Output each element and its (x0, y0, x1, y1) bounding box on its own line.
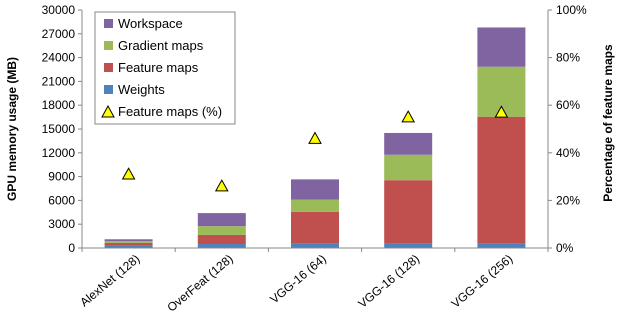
y2-tick-label-1: 20% (556, 193, 580, 207)
bar-workspace-1 (197, 213, 246, 227)
feature-maps-pct-marker-1 (214, 179, 229, 192)
y2-tick-label-5: 100% (556, 3, 587, 17)
legend-label-3: Weights (118, 82, 165, 97)
markers-layer (121, 105, 509, 192)
feature-maps-pct-marker-4 (494, 105, 509, 118)
bar-gradient-maps-2 (291, 199, 339, 212)
bar-weights-2 (291, 243, 339, 248)
bar-workspace-2 (291, 179, 339, 200)
legend-swatch-4 (101, 104, 115, 118)
x-tick-label-2: VGG-16 (64) (267, 252, 329, 307)
y2-tick-label-0: 0% (556, 241, 574, 255)
legend-label-2: Feature maps (118, 60, 199, 75)
bar-workspace-3 (384, 132, 433, 155)
bar-feature-maps-1 (197, 234, 246, 245)
y-tick-label-0: 0 (68, 241, 75, 255)
y-tick-label-9: 27000 (42, 27, 76, 41)
legend-label-1: Gradient maps (118, 38, 204, 53)
y2-tick-label-4: 80% (556, 51, 580, 65)
y-tick-label-2: 6000 (48, 193, 75, 207)
bar-feature-maps-0 (104, 242, 153, 246)
y-tick-label-1: 3000 (48, 217, 75, 231)
legend: Workspace Gradient maps Feature maps Weight… (94, 11, 236, 125)
y-tick-label-4: 12000 (42, 146, 76, 160)
y2-tick-label-2: 40% (556, 146, 580, 160)
bar-weights-3 (384, 243, 433, 248)
x-tick-label-4: VGG-16 (256) (449, 252, 516, 311)
bar-workspace-0 (104, 239, 153, 242)
bar-workspace-4 (477, 27, 526, 67)
bar-weights-1 (197, 244, 246, 248)
x-tick-label-3: VGG-16 (128) (355, 252, 422, 311)
bar-feature-maps-2 (291, 211, 339, 244)
bar-feature-maps-3 (384, 180, 433, 244)
y-tick-label-6: 18000 (42, 98, 76, 112)
legend-label-0: Workspace (118, 16, 183, 31)
feature-maps-pct-marker-3 (401, 110, 416, 123)
y-tick-label-8: 24000 (42, 51, 76, 65)
y-tick-label-3: 9000 (48, 170, 75, 184)
x-tick-label-0: AlexNet (128) (77, 252, 142, 310)
legend-swatch-1 (104, 41, 113, 50)
bar-gradient-maps-0 (104, 241, 153, 243)
x-tick-label-1: OverFeat (128) (164, 252, 235, 315)
bars-layer (104, 27, 526, 248)
feature-maps-pct-marker-0 (121, 167, 136, 180)
legend-swatch-0 (104, 19, 113, 28)
y-axis-title: GPU memory usage (MB) (5, 57, 19, 201)
y-tick-label-10: 30000 (42, 3, 76, 17)
legend-label-4: Feature maps (%) (118, 104, 222, 119)
bar-weights-0 (104, 245, 153, 248)
bar-gradient-maps-1 (197, 226, 246, 235)
y-tick-label-7: 21000 (42, 74, 76, 88)
legend-swatch-2 (104, 63, 113, 72)
feature-maps-pct-marker-2 (308, 131, 322, 144)
y2-axis-title: Percentage of feature maps (601, 44, 615, 202)
y2-tick-label-3: 60% (556, 98, 580, 112)
bar-gradient-maps-3 (384, 154, 433, 181)
legend-box (94, 11, 236, 125)
bar-feature-maps-4 (477, 116, 526, 244)
bar-weights-4 (477, 243, 526, 248)
y-tick-label-5: 15000 (42, 122, 76, 136)
legend-swatch-3 (104, 85, 113, 94)
